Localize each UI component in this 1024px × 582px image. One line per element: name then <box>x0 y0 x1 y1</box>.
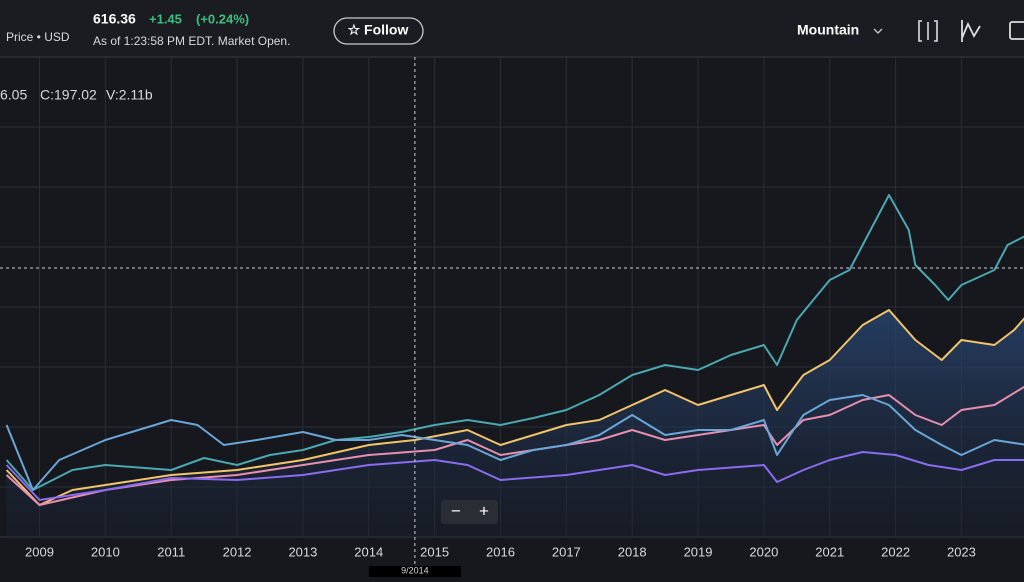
zoom-in[interactable]: + <box>479 501 489 520</box>
x-tick-label: 2011 <box>157 544 185 559</box>
view-selector[interactable]: Mountain <box>797 22 859 38</box>
follow-label[interactable]: ☆ Follow <box>348 22 409 38</box>
change: +1.45 <box>149 11 182 26</box>
x-tick-label: 2016 <box>486 544 515 559</box>
plot: 2009 2010 2011 2012 2013 2014 2015 2016 2017 2018… <box>0 57 1024 577</box>
ohlc-volume: V:2.11b <box>106 87 153 103</box>
ohlc-close: C:197.02 <box>40 87 97 103</box>
as-of: As of 1:23:58 PM EDT. Market Open. <box>93 34 290 48</box>
x-tick-label: 2023 <box>947 544 976 559</box>
x-tick-label: 2013 <box>288 544 317 559</box>
crosshair-label: 9/2014 <box>401 565 429 575</box>
x-tick-label: 2021 <box>815 544 844 559</box>
zoom-controls <box>441 500 498 524</box>
x-tick-label: 2020 <box>749 544 778 559</box>
x-tick-label: 2018 <box>618 544 647 559</box>
x-tick-label: 2014 <box>354 544 383 559</box>
ohlc-open: 6.05 <box>0 87 27 103</box>
x-tick-label: 2019 <box>684 544 713 559</box>
change-pct: (+0.24%) <box>196 11 249 26</box>
x-tick-label: 2017 <box>552 544 581 559</box>
zoom-out[interactable]: − <box>451 501 461 520</box>
price-label: Price • USD <box>6 30 70 44</box>
x-tick-label: 2009 <box>25 544 54 559</box>
x-tick-label: 2010 <box>91 544 120 559</box>
price: 616.36 <box>93 11 136 27</box>
x-tick-label: 2012 <box>223 544 252 559</box>
x-tick-label: 2022 <box>881 544 910 559</box>
x-tick-label: 2015 <box>420 544 449 559</box>
top-bar <box>0 0 1024 57</box>
